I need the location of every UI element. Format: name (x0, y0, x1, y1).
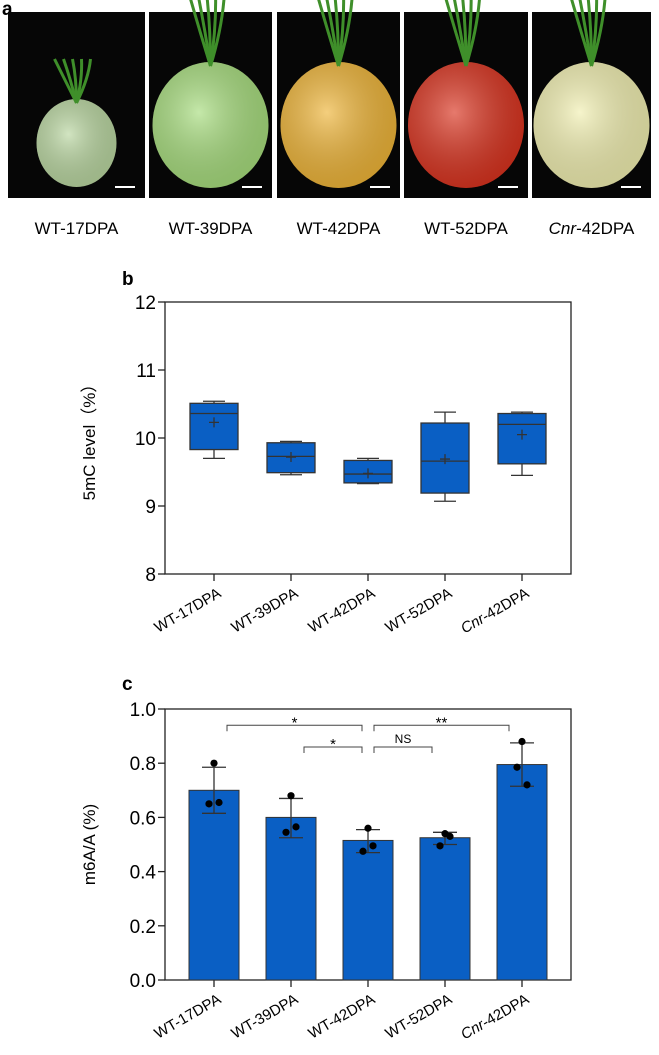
x-tick-label: WT-39DPA (228, 991, 301, 1043)
label-text: -42DPA (576, 219, 635, 238)
significance-bracket (373, 746, 433, 753)
tomato-shade (408, 62, 524, 188)
data-point (513, 763, 521, 771)
box (189, 402, 239, 451)
data-point (369, 842, 377, 850)
x-tick-label: WT-17DPA (151, 585, 224, 637)
box-plot (189, 400, 239, 460)
mean-marker (209, 417, 219, 428)
photo-label: WT-17DPA (35, 219, 119, 238)
panel-letter: b (122, 269, 134, 290)
significance-bracket (373, 724, 510, 732)
panel-letter: c (122, 674, 133, 695)
x-tick-label: Cnr-42DPA (458, 585, 532, 638)
box-plot (497, 411, 547, 477)
data-point (282, 828, 290, 836)
label-text: -42DPA (479, 585, 532, 625)
label-italic: Cnr (549, 219, 578, 238)
x-tick-label: Cnr-42DPA (458, 991, 532, 1044)
y-tick-label: 1.0 (130, 700, 156, 721)
data-point (359, 847, 367, 855)
y-tick-label: 0.2 (130, 917, 156, 938)
sepal (590, 0, 607, 67)
data-point (287, 792, 295, 800)
bar (265, 816, 317, 981)
x-tick-label: WT-52DPA (382, 585, 455, 637)
data-point (436, 842, 444, 850)
mean-marker (363, 468, 373, 479)
y-tick-label: 0.0 (130, 971, 156, 992)
photo-label: WT-42DPA (297, 219, 381, 238)
box-plot (343, 457, 393, 485)
box-plot (420, 411, 470, 502)
y-tick-label: 10 (135, 429, 156, 450)
photo-label: WT-39DPA (169, 219, 253, 238)
significance-label: * (292, 714, 298, 731)
tomato-shade (280, 62, 397, 188)
tomato-photo (532, 0, 651, 198)
label-text: WT-42DPA (297, 219, 381, 238)
x-tick-label: WT-39DPA (228, 585, 301, 637)
y-tick-label: 11 (136, 361, 156, 382)
photo-label: Cnr-42DPA (549, 219, 635, 238)
tomato-photo (149, 0, 272, 198)
label-text: WT-52DPA (424, 219, 508, 238)
tomato-photo (8, 12, 145, 198)
significance-bracket (226, 724, 363, 732)
sepal (209, 0, 226, 67)
tomato-shade (152, 62, 269, 188)
tomato-photo (404, 0, 528, 198)
significance-bracket (303, 746, 363, 753)
bar (419, 837, 471, 981)
data-point (215, 798, 223, 807)
bar (188, 789, 240, 981)
label-text: WT-39DPA (169, 219, 253, 238)
mean-marker (440, 454, 450, 465)
bar (496, 764, 548, 981)
tomato-shade (36, 99, 117, 187)
sepal (464, 0, 481, 67)
significance-label: * (330, 736, 336, 753)
y-tick-label: 9 (145, 497, 156, 518)
y-tick-label: 0.6 (130, 808, 156, 829)
sepal (75, 58, 92, 104)
tomato-photo (277, 0, 400, 198)
box-plot (266, 440, 316, 476)
photo-strip: WT-17DPA WT-39DPA WT-42DPA WT-52DPA Cnr-42DP… (8, 0, 651, 238)
data-point (205, 800, 213, 808)
label-text: -42DPA (479, 991, 532, 1031)
mean-marker (286, 452, 296, 463)
x-tick-label: WT-42DPA (305, 585, 378, 637)
sepal (337, 0, 354, 67)
data-point (518, 737, 526, 746)
data-point (292, 823, 300, 831)
panel-a-letter: a (2, 0, 13, 20)
mean-marker (517, 429, 527, 440)
data-point (364, 824, 372, 832)
y-axis-label: 5mC level（%） (80, 376, 99, 501)
data-point (210, 759, 218, 767)
chart-c: c 0.0 0.2 0.4 0.6 0.8 1.0 WT-17DPA WT-39DPA WT-42… (80, 674, 572, 1044)
bar (342, 839, 394, 981)
x-tick-label: WT-52DPA (382, 991, 455, 1043)
data-point (523, 781, 531, 789)
photo-label: WT-52DPA (424, 219, 508, 238)
significance-label: ** (436, 714, 448, 731)
significance-label: NS (395, 732, 412, 746)
label-text: WT-17DPA (35, 219, 119, 238)
y-tick-label: 0.4 (130, 863, 157, 884)
y-tick-label: 0.8 (130, 754, 156, 775)
tomato-shade (533, 62, 650, 188)
y-axis-label: m6A/A (%) (80, 804, 99, 885)
y-tick-label: 12 (135, 293, 156, 314)
y-tick-label: 8 (145, 565, 156, 586)
data-point (446, 832, 454, 840)
x-tick-label: WT-42DPA (305, 991, 378, 1043)
chart-b: b 8 9 10 11 12 WT-17DPA WT-39DPA WT-42DPA WT-52DP… (80, 269, 572, 638)
x-tick-label: WT-17DPA (151, 991, 224, 1043)
